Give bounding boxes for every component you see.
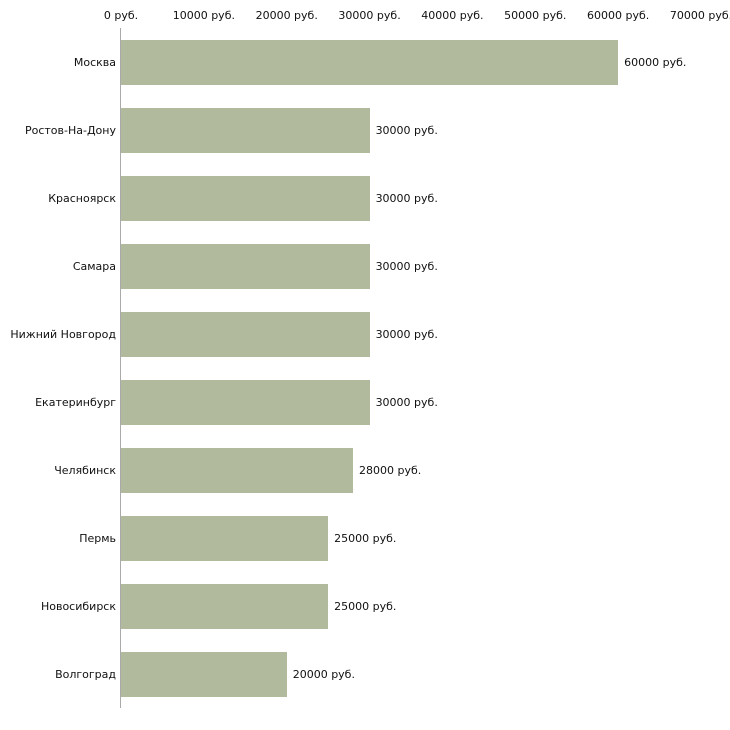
value-label: 30000 руб. (375, 191, 438, 205)
category-label: Ростов-На-Дону (24, 123, 116, 137)
chart-row: Челябинск 28000 руб. (0, 436, 730, 504)
bar-area: 20000 руб. (120, 640, 730, 708)
chart-row: Волгоград 20000 руб. (0, 640, 730, 708)
bar (121, 243, 370, 289)
category-label: Челябинск (54, 463, 116, 477)
chart-row: Екатеринбург 30000 руб. (0, 368, 730, 436)
category-label: Пермь (79, 531, 116, 545)
chart-row: Москва 60000 руб. (0, 28, 730, 96)
value-label: 30000 руб. (375, 123, 438, 137)
chart-rows: Москва 60000 руб. Ростов-На-Дону 30000 руб.… (0, 28, 730, 708)
category-label: Красноярск (48, 191, 116, 205)
category-label: Нижний Новгород (10, 327, 116, 341)
bar (121, 107, 370, 153)
bar-area: 60000 руб. (120, 28, 730, 96)
x-axis-tick-label: 60000 руб. (587, 9, 650, 22)
bar (121, 447, 353, 493)
x-axis-tick-label: 20000 руб. (255, 9, 318, 22)
category-label: Самара (72, 259, 116, 273)
value-label: 60000 руб. (624, 55, 687, 69)
x-axis-tick-label: 70000 руб. (669, 9, 730, 22)
bar (121, 583, 329, 629)
x-axis-tick-label: 0 руб. (103, 9, 139, 22)
chart-row: Новосибирск 25000 руб. (0, 572, 730, 640)
bar-area: 30000 руб. (120, 96, 730, 164)
bar (121, 515, 329, 561)
chart-row: Ростов-На-Дону 30000 руб. (0, 96, 730, 164)
bar (121, 651, 287, 697)
chart-row: Пермь 25000 руб. (0, 504, 730, 572)
chart-row: Самара 30000 руб. (0, 232, 730, 300)
x-axis-tick-label: 10000 руб. (172, 9, 235, 22)
category-label: Волгоград (55, 667, 116, 681)
value-label: 30000 руб. (375, 259, 438, 273)
x-axis-tick-label: 50000 руб. (504, 9, 567, 22)
bar-area: 30000 руб. (120, 232, 730, 300)
bar-area: 28000 руб. (120, 436, 730, 504)
value-label: 28000 руб. (359, 463, 422, 477)
bar-area: 30000 руб. (120, 164, 730, 232)
value-label: 25000 руб. (334, 599, 397, 613)
value-label: 25000 руб. (334, 531, 397, 545)
bar (121, 379, 370, 425)
chart-row: Красноярск 30000 руб. (0, 164, 730, 232)
category-label: Новосибирск (40, 599, 116, 613)
category-label: Москва (73, 55, 116, 69)
value-label: 20000 руб. (292, 667, 355, 681)
chart-row: Нижний Новгород 30000 руб. (0, 300, 730, 368)
value-label: 30000 руб. (375, 395, 438, 409)
bar-area: 30000 руб. (120, 300, 730, 368)
category-label: Екатеринбург (35, 395, 116, 409)
x-axis-tick-label: 40000 руб. (421, 9, 484, 22)
value-label: 30000 руб. (375, 327, 438, 341)
bar (121, 39, 619, 85)
bar-area: 25000 руб. (120, 572, 730, 640)
bar (121, 175, 370, 221)
bar-area: 30000 руб. (120, 368, 730, 436)
x-axis: 0 руб. 10000 руб. 20000 руб. 30000 руб. 4000… (104, 0, 730, 28)
bar (121, 311, 370, 357)
bar-area: 25000 руб. (120, 504, 730, 572)
x-axis-tick-label: 30000 руб. (338, 9, 401, 22)
